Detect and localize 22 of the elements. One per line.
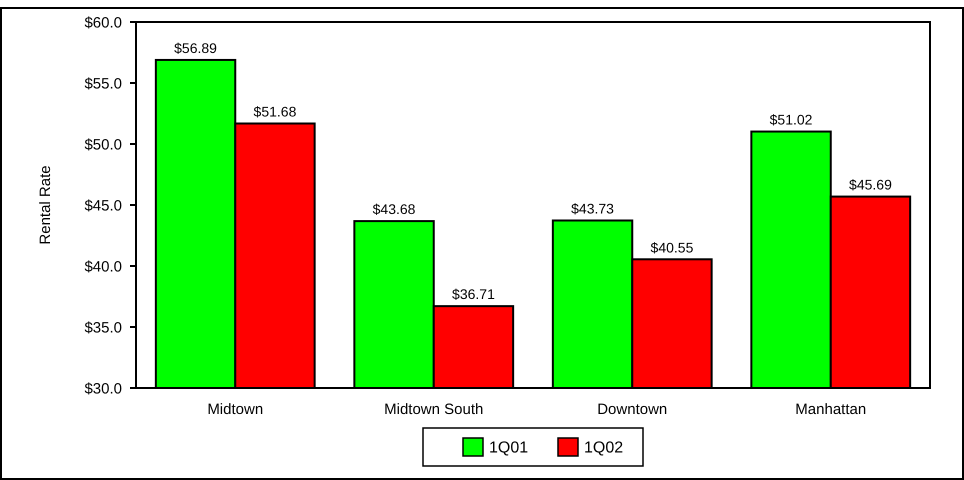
- y-tick-label: $50.0: [84, 136, 122, 154]
- y-tick-label: $40.0: [84, 258, 122, 276]
- legend-label: 1Q02: [584, 440, 624, 457]
- data-label: $51.68: [254, 104, 297, 120]
- legend-label: 1Q01: [489, 440, 528, 457]
- data-label: $45.69: [849, 176, 892, 193]
- y-tick-label: $35.0: [84, 319, 122, 336]
- x-tick-label: Midtown: [207, 401, 264, 418]
- y-axis-title: Rental Rate: [37, 165, 54, 245]
- data-label: $56.89: [174, 40, 218, 56]
- data-label: $43.68: [372, 201, 416, 218]
- x-tick-label: Manhattan: [795, 401, 866, 418]
- y-tick-label: $30.0: [84, 380, 122, 398]
- data-label: $40.55: [650, 239, 694, 256]
- x-tick-label: Midtown South: [384, 401, 484, 418]
- y-tick-label: $60.0: [84, 14, 122, 32]
- data-label: $51.02: [770, 112, 813, 128]
- x-tick-label: Downtown: [597, 401, 668, 418]
- y-tick-label: $55.0: [84, 75, 122, 92]
- y-tick-label: $45.0: [84, 197, 122, 214]
- data-label: $43.73: [571, 200, 614, 216]
- data-label: $36.71: [452, 286, 496, 302]
